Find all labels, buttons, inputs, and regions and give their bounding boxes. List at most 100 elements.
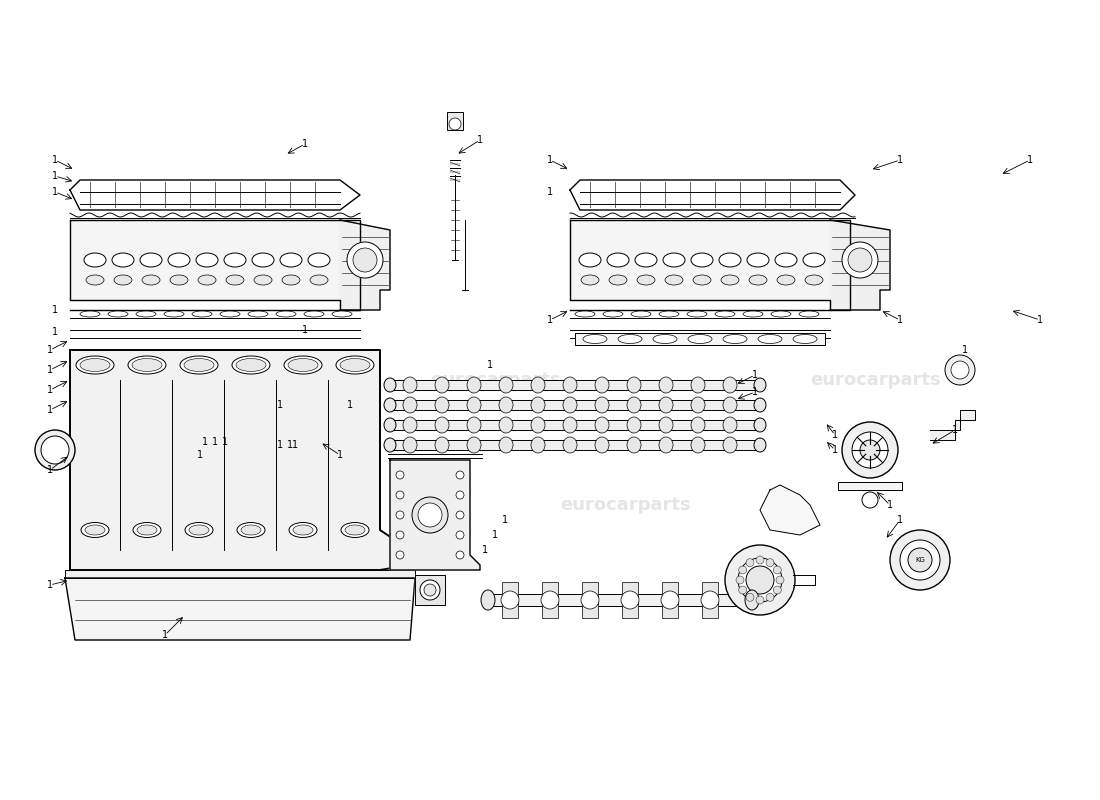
Ellipse shape	[575, 311, 595, 317]
Ellipse shape	[563, 437, 578, 453]
Bar	[582, 582, 598, 618]
Text: 1: 1	[277, 440, 283, 450]
Circle shape	[396, 551, 404, 559]
Ellipse shape	[563, 397, 578, 413]
Ellipse shape	[180, 356, 218, 374]
Circle shape	[773, 566, 781, 574]
Ellipse shape	[254, 275, 272, 285]
Ellipse shape	[659, 397, 673, 413]
Text: eurocarparts: eurocarparts	[810, 371, 940, 389]
Ellipse shape	[336, 356, 374, 374]
Text: 1: 1	[277, 400, 283, 410]
Circle shape	[412, 497, 448, 533]
Ellipse shape	[420, 580, 440, 600]
Circle shape	[581, 591, 600, 609]
Circle shape	[35, 430, 75, 470]
Circle shape	[396, 471, 404, 479]
Text: 1: 1	[952, 425, 958, 435]
Ellipse shape	[76, 356, 114, 374]
Ellipse shape	[341, 522, 368, 538]
Ellipse shape	[688, 311, 707, 317]
Circle shape	[456, 471, 464, 479]
Circle shape	[41, 436, 69, 464]
Text: 1: 1	[47, 465, 53, 475]
Ellipse shape	[691, 437, 705, 453]
Ellipse shape	[112, 253, 134, 267]
Ellipse shape	[631, 311, 651, 317]
Text: 1: 1	[301, 325, 308, 335]
Polygon shape	[390, 440, 760, 450]
Ellipse shape	[128, 356, 166, 374]
Circle shape	[842, 422, 898, 478]
Ellipse shape	[282, 275, 300, 285]
Ellipse shape	[236, 358, 266, 371]
Circle shape	[766, 594, 774, 602]
Ellipse shape	[771, 311, 791, 317]
Ellipse shape	[742, 311, 763, 317]
Ellipse shape	[659, 417, 673, 433]
Ellipse shape	[499, 417, 513, 433]
Circle shape	[396, 491, 404, 499]
Circle shape	[396, 531, 404, 539]
Ellipse shape	[663, 253, 685, 267]
Ellipse shape	[799, 311, 820, 317]
Text: KG: KG	[915, 557, 925, 563]
Text: 1: 1	[212, 437, 218, 447]
Ellipse shape	[531, 397, 544, 413]
Text: 1: 1	[47, 365, 53, 375]
Ellipse shape	[220, 311, 240, 317]
Circle shape	[776, 576, 784, 584]
Bar	[575, 333, 825, 345]
Ellipse shape	[345, 525, 365, 535]
Polygon shape	[415, 575, 446, 605]
Ellipse shape	[776, 253, 798, 267]
Circle shape	[756, 596, 764, 604]
Bar	[447, 112, 463, 130]
Ellipse shape	[140, 253, 162, 267]
Ellipse shape	[693, 275, 711, 285]
Circle shape	[746, 594, 754, 602]
Ellipse shape	[754, 378, 766, 392]
Polygon shape	[390, 400, 760, 410]
Circle shape	[701, 591, 719, 609]
Ellipse shape	[581, 275, 600, 285]
Ellipse shape	[666, 275, 683, 285]
Polygon shape	[570, 220, 850, 310]
Circle shape	[900, 540, 940, 580]
Text: 1: 1	[52, 171, 58, 181]
Ellipse shape	[531, 417, 544, 433]
Ellipse shape	[627, 377, 641, 393]
Ellipse shape	[108, 311, 128, 317]
Ellipse shape	[434, 437, 449, 453]
Polygon shape	[760, 485, 820, 535]
Text: 1: 1	[482, 545, 488, 555]
Ellipse shape	[384, 418, 396, 432]
Polygon shape	[65, 578, 415, 640]
Ellipse shape	[403, 437, 417, 453]
Ellipse shape	[170, 275, 188, 285]
Ellipse shape	[723, 437, 737, 453]
Ellipse shape	[284, 356, 322, 374]
Text: 1: 1	[887, 500, 893, 510]
Ellipse shape	[340, 358, 370, 371]
Bar	[542, 582, 558, 618]
Ellipse shape	[595, 377, 609, 393]
Ellipse shape	[499, 397, 513, 413]
Polygon shape	[490, 594, 750, 606]
Ellipse shape	[653, 334, 676, 343]
Ellipse shape	[719, 253, 741, 267]
Ellipse shape	[86, 275, 104, 285]
Text: 1: 1	[47, 385, 53, 395]
Ellipse shape	[688, 334, 712, 343]
Ellipse shape	[468, 397, 481, 413]
Text: 1: 1	[896, 315, 903, 325]
Text: 1: 1	[47, 345, 53, 355]
Ellipse shape	[609, 275, 627, 285]
Polygon shape	[70, 350, 410, 570]
Polygon shape	[340, 220, 390, 310]
Circle shape	[456, 491, 464, 499]
Text: 1: 1	[47, 580, 53, 590]
Circle shape	[353, 248, 377, 272]
Ellipse shape	[595, 417, 609, 433]
Ellipse shape	[723, 334, 747, 343]
